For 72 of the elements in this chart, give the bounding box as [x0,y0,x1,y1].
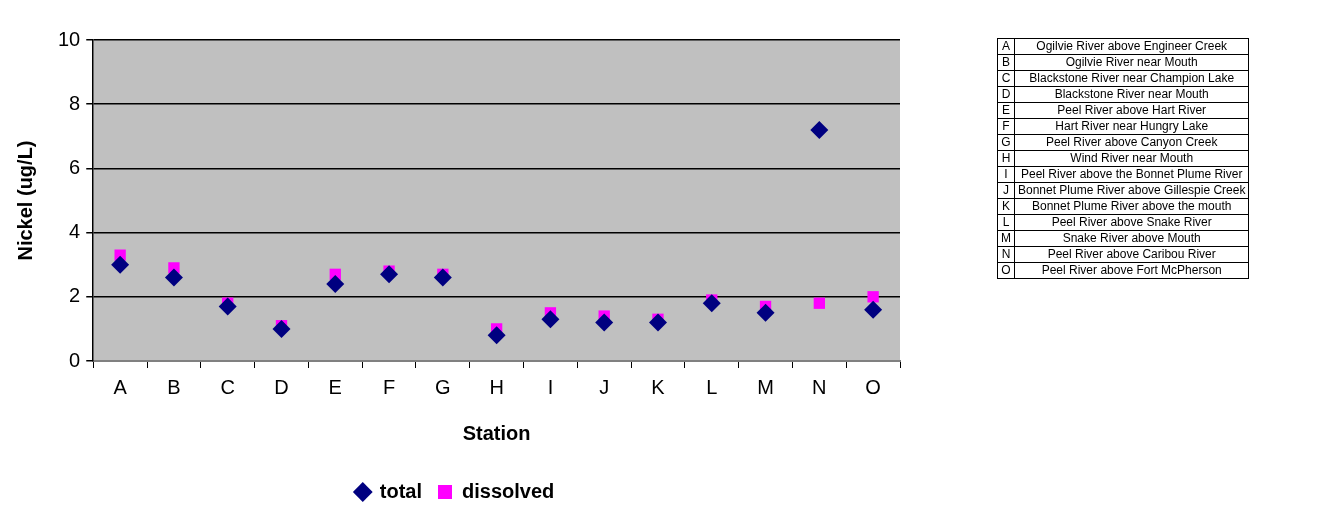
y-tick-label: 0 [69,348,81,371]
x-tick-label: I [547,375,554,398]
text: G [997,134,1015,151]
text: Bonnet Plume River above the mouth [1014,198,1249,215]
point [810,120,829,139]
text: A [997,38,1015,55]
point [272,319,291,338]
legend-label: dissolved [461,479,555,502]
text: J [997,182,1015,199]
text: L [997,214,1015,231]
point [702,294,721,313]
text: Peel River above Caribou River [1014,246,1249,263]
y-tick-label: 4 [69,220,81,243]
point [164,268,183,287]
x-tick-label: C [220,375,235,398]
x-tick-label: N [812,375,827,398]
text: Peel River above the Bonnet Plume River [1014,166,1249,183]
text: Blackstone River near Champion Lake [1014,70,1249,87]
text: Blackstone River near Mouth [1014,86,1249,103]
legend-label: total [379,479,422,502]
text: Peel River above Canyon Creek [1014,134,1249,151]
text: N [997,246,1015,263]
text: I [997,166,1015,183]
text: Snake River above Mouth [1014,230,1249,247]
text: Peel River above Hart River [1014,102,1249,119]
point [867,291,879,303]
x-tick-label: H [489,375,504,398]
y-tick-label: 8 [69,91,81,114]
x-tick-label: O [865,375,881,398]
x-tick-label: J [599,375,610,398]
x-tick-label: F [382,375,396,398]
text: E [997,102,1015,119]
text: K [997,198,1015,215]
point [487,326,506,345]
y-tick-label: 2 [69,284,81,307]
x-tick-label: M [757,375,774,398]
x-tick-label: G [435,375,451,398]
text: B [997,54,1015,71]
point [111,255,130,274]
x-tick-label: L [706,375,718,398]
text: H [997,150,1015,167]
point [433,268,452,287]
y-axis-title: Nickel (ug/L) [13,140,36,261]
x-tick-label: B [167,375,181,398]
x-tick-label: D [274,375,289,398]
text: Hart River near Hungry Lake [1014,118,1249,135]
y-tick-label: 10 [58,27,81,50]
x-axis-title: Station [462,421,531,444]
text: Peel River above Fort McPherson [1014,262,1249,279]
text: Ogilvie River near Mouth [1014,54,1249,71]
point [326,274,345,293]
point [813,297,825,309]
text: M [997,230,1015,247]
text: Peel River above Snake River [1014,214,1249,231]
y-tick-label: 6 [69,155,81,178]
text: O [997,262,1015,279]
point [648,313,667,332]
point [595,313,614,332]
text: F [997,118,1015,135]
text: Ogilvie River above Engineer Creek [1014,38,1249,55]
x-tick-label: A [113,375,128,398]
point [541,310,560,329]
text: D [997,86,1015,103]
text: Wind River near Mouth [1014,150,1249,167]
point [380,265,399,284]
text: Bonnet Plume River above Gillespie Creek [1014,182,1249,199]
point [218,297,237,316]
x-tick-label: E [328,375,342,398]
point [864,300,883,319]
point [756,303,775,322]
text: C [997,70,1015,87]
x-tick-label: K [651,375,666,398]
